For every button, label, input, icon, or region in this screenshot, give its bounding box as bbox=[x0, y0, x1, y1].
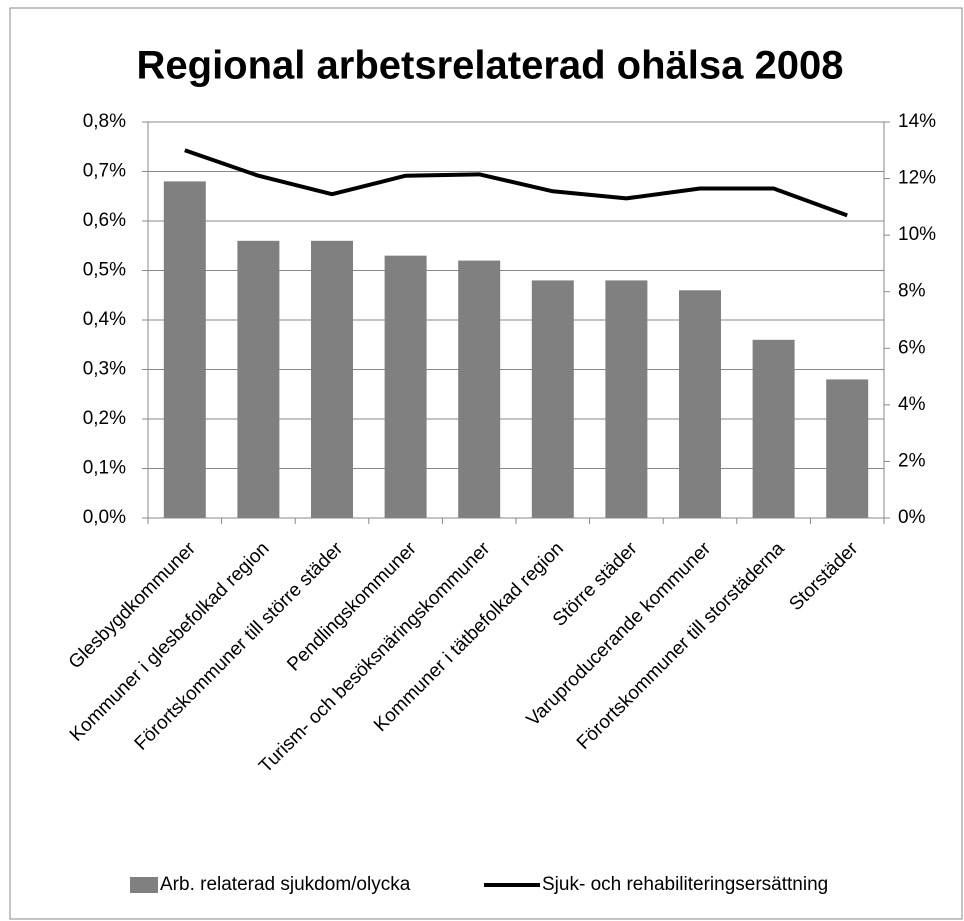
y-tick-label: 0,3% bbox=[83, 359, 126, 380]
bar bbox=[384, 255, 427, 518]
y2-tick-label: 14% bbox=[898, 111, 936, 132]
y-tick-label: 0,2% bbox=[83, 408, 126, 429]
bar bbox=[237, 240, 280, 519]
y2-tick-label: 10% bbox=[898, 224, 936, 245]
y-tick-label: 0,5% bbox=[83, 260, 126, 281]
bar bbox=[752, 339, 795, 518]
y-tick-label: 0,8% bbox=[83, 111, 126, 132]
y-tick-label: 0,6% bbox=[83, 210, 126, 231]
y-tick-label: 0,0% bbox=[83, 507, 126, 528]
y2-tick-label: 2% bbox=[898, 450, 926, 471]
bar bbox=[163, 181, 206, 518]
bar bbox=[605, 280, 648, 518]
y2-tick-label: 0% bbox=[898, 507, 926, 528]
y2-tick-label: 12% bbox=[898, 168, 936, 189]
bar bbox=[826, 379, 869, 518]
line bbox=[184, 148, 848, 218]
legend-label: Sjuk- och rehabiliteringsersättning bbox=[542, 874, 828, 895]
bar bbox=[458, 260, 501, 518]
bar bbox=[311, 240, 353, 519]
y-tick-label: 0,7% bbox=[83, 161, 126, 182]
y2-tick-label: 8% bbox=[898, 281, 926, 302]
legend-swatch bbox=[130, 877, 158, 893]
y-tick-label: 0,4% bbox=[83, 309, 126, 330]
y2-tick-label: 4% bbox=[898, 394, 926, 415]
y2-tick-label: 6% bbox=[898, 337, 926, 358]
chart-title: Regional arbetsrelaterad ohälsa 2008 bbox=[137, 44, 844, 88]
legend-label: Arb. relaterad sjukdom/olycka bbox=[160, 874, 411, 895]
bar bbox=[531, 280, 574, 518]
y-tick-label: 0,1% bbox=[83, 458, 126, 479]
bar bbox=[679, 290, 721, 518]
